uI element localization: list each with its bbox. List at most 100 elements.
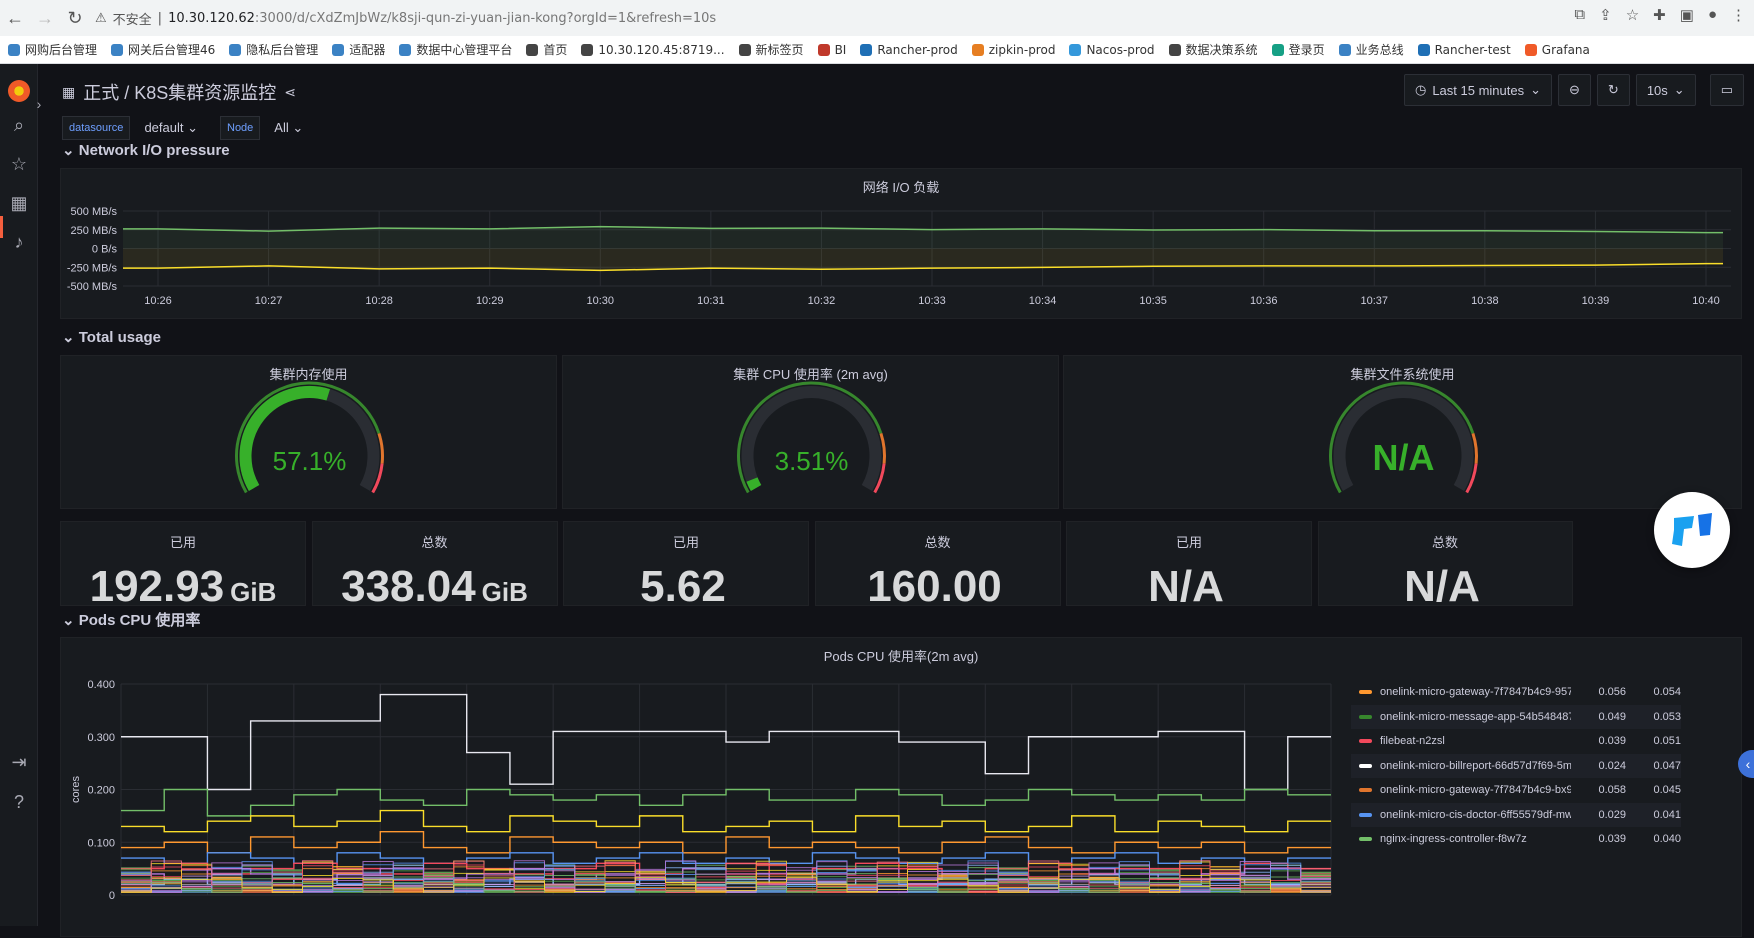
bookmark-label: 数据中心管理平台 [416, 43, 513, 57]
profile-icon[interactable]: ● [1707, 6, 1717, 23]
help-icon[interactable]: ? [13, 792, 24, 812]
x-tick-label: 10:26 [144, 295, 172, 307]
sidepanel-icon[interactable]: ▣ [1679, 7, 1694, 24]
refresh-button[interactable]: ↻ [1596, 74, 1630, 106]
alerting-icon[interactable]: ♪ [14, 232, 24, 252]
panel-title: 集群内存使用 [269, 367, 348, 382]
legend-item[interactable]: onelink-micro-message-app-54b5484879-w4c… [1351, 704, 1681, 729]
collapse-side-tab[interactable]: ‹ [1738, 750, 1754, 778]
x-tick-label: 10:31 [697, 295, 725, 307]
bookmark-label: 隐私后台管理 [246, 43, 319, 57]
refresh-interval-picker[interactable]: 10s ⌄ [1635, 74, 1696, 106]
legend-item[interactable]: onelink-micro-gateway-7f7847b4c9-957ch 0… [1351, 680, 1681, 705]
series-line [121, 788, 1331, 817]
bookmark-item[interactable]: 10.30.120.45:8719... [581, 43, 725, 57]
gauge-panel[interactable]: 集群文件系统使用 N/A [1063, 355, 1742, 509]
gauge: 3.51% [737, 381, 886, 494]
bookmark-favicon-icon [111, 43, 124, 56]
legend-item[interactable]: onelink-micro-cis-doctor-6ff55579df-mwb9… [1351, 802, 1681, 827]
extensions-icon[interactable]: ✚ [1653, 7, 1666, 24]
network-io-chart: 500 MB/s 250 MB/s 0 B/s -250 MB/s -500 MB/s 1… [67, 206, 1731, 307]
legend-value: 0.039 [1598, 735, 1626, 748]
x-tick-label: 10:34 [1029, 295, 1057, 307]
dashboards-icon[interactable]: ▦ [10, 193, 28, 213]
bookmark-item[interactable]: 首页 [526, 41, 567, 58]
gauge-panel[interactable]: 集群内存使用 57.1% [60, 355, 557, 509]
bookmark-favicon-icon [8, 43, 20, 56]
variable-select-node[interactable]: All ⌄ [274, 120, 304, 135]
sign-in-icon[interactable]: ⇥ [11, 752, 27, 772]
stat-panel[interactable]: 已用 192.93 GiB [60, 521, 306, 611]
gauge-track [1333, 386, 1474, 491]
legend-item[interactable]: onelink-micro-gateway-7f7847b4c9-bx9gd 0… [1351, 778, 1681, 803]
variable-label-node: Node [220, 116, 261, 140]
bookmark-star-icon[interactable]: ☆ [1625, 7, 1640, 24]
y-tick-label: 0 [109, 890, 115, 902]
time-picker[interactable]: ◷ Last 15 minutes ⌄ [1403, 74, 1553, 106]
dashboard-main: ▦ 正式 / K8S集群资源监控 ⋖ ◷ Last 15 minutes ⌄ ⊖… [38, 64, 1754, 937]
monitor-icon: ▭ [1720, 82, 1733, 97]
legend-name: onelink-micro-gateway-7f7847b4c9-957ch [1380, 686, 1571, 699]
share-icon[interactable]: ⇪ [1599, 7, 1612, 24]
zoom-out-icon: ⊖ [1569, 82, 1580, 97]
row-total-usage[interactable]: ⌄ Total usage [62, 329, 161, 346]
translate-icon[interactable]: ⧉ [1574, 6, 1586, 23]
stat-value: 192.93 GiB [61, 562, 305, 612]
legend-swatch [1359, 714, 1372, 719]
active-indicator [0, 216, 3, 238]
starred-icon[interactable]: ☆ [10, 154, 28, 174]
bookmark-item[interactable]: 网购后台管理 [8, 41, 97, 58]
panel-network-io[interactable]: 网络 I/O 负载 500 MB/s 250 MB/s 0 B/s -250 MB/s… [60, 168, 1742, 319]
row-pods-cpu[interactable]: ⌄ Pods CPU 使用率 [62, 612, 201, 629]
bookmark-favicon-icon [1524, 43, 1537, 56]
menu-icon[interactable]: ⋮ [1731, 7, 1746, 24]
floating-assistant-button[interactable] [1654, 492, 1730, 568]
bookmark-item[interactable]: 数据中心管理平台 [399, 41, 512, 58]
variable-select-datasource[interactable]: default ⌄ [144, 120, 198, 135]
grafana-logo-icon[interactable] [8, 80, 30, 102]
stat-panel[interactable]: 已用 5.62 [563, 521, 809, 611]
bookmark-item[interactable]: 网关后台管理46 [111, 41, 215, 58]
share-dashboard-icon[interactable]: ⋖ [284, 83, 296, 100]
refresh-interval-label: 10s [1646, 82, 1668, 98]
bookmark-item[interactable]: 登录页 [1271, 41, 1325, 58]
stat-number: 192.93 [89, 562, 225, 611]
stat-panel[interactable]: 已用 N/A [1066, 521, 1312, 611]
bookmark-item[interactable]: 隐私后台管理 [229, 41, 318, 58]
zoom-out-button[interactable]: ⊖ [1558, 74, 1591, 106]
stat-unit: GiB [230, 577, 277, 607]
forward-icon[interactable]: → [36, 7, 54, 28]
stat-panel[interactable]: 总数 N/A [1317, 521, 1573, 611]
gauge-panel[interactable]: 集群 CPU 使用率 (2m avg) 3.51% [562, 355, 1059, 509]
bookmark-item[interactable]: 适配器 [332, 41, 385, 58]
x-tick-label: 10:29 [476, 295, 504, 307]
back-icon[interactable]: ← [6, 7, 24, 28]
bookmark-item[interactable]: BI [817, 43, 846, 57]
panel-pods-cpu[interactable]: Pods CPU 使用率(2m avg) 0.400 0.300 0.200 0.10… [60, 637, 1742, 937]
panel-title: Pods CPU 使用率(2m avg) [823, 649, 979, 664]
address-bar[interactable]: ⚠ 不安全 | 10.30.120.62 :3000/d/cXdZmJbWz/k… [95, 10, 717, 28]
expand-menu-icon[interactable]: › [36, 96, 42, 112]
stat-value: 338.04 GiB [313, 562, 557, 612]
stat-panel[interactable]: 总数 338.04 GiB [311, 521, 558, 611]
bookmark-item[interactable]: Rancher-prod [860, 43, 958, 57]
legend-item[interactable]: nginx-ingress-controller-f8w7z 0.039 0.0… [1351, 827, 1681, 852]
bookmark-item[interactable]: zipkin-prod [971, 43, 1055, 57]
reload-icon[interactable]: ↻ [67, 7, 83, 28]
bookmark-item[interactable]: Grafana [1524, 43, 1590, 57]
tv-mode-button[interactable]: ▭ [1709, 74, 1744, 106]
bookmark-item[interactable]: 业务总线 [1338, 41, 1404, 58]
row-network[interactable]: ⌄ Network I/O pressure [62, 142, 230, 159]
bookmark-item[interactable]: 新标签页 [738, 41, 804, 58]
search-icon[interactable]: ⌕ [13, 115, 25, 135]
stat-number: 160.00 [867, 562, 1002, 611]
bookmark-item[interactable]: Nacos-prod [1069, 43, 1155, 57]
legend-item[interactable]: filebeat-n2zsl 0.039 0.051 [1351, 729, 1681, 754]
dashboard-title[interactable]: 正式 / K8S集群资源监控 [83, 83, 277, 103]
x-tick-label: 10:30 [587, 295, 615, 307]
stat-label: 已用 [672, 535, 699, 550]
bookmark-item[interactable]: 数据决策系统 [1168, 41, 1258, 58]
legend-item[interactable]: onelink-micro-billreport-66d57d7f69-5m7q… [1351, 753, 1681, 778]
bookmark-item[interactable]: Rancher-test [1417, 43, 1511, 57]
stat-panel[interactable]: 总数 160.00 [814, 521, 1061, 611]
